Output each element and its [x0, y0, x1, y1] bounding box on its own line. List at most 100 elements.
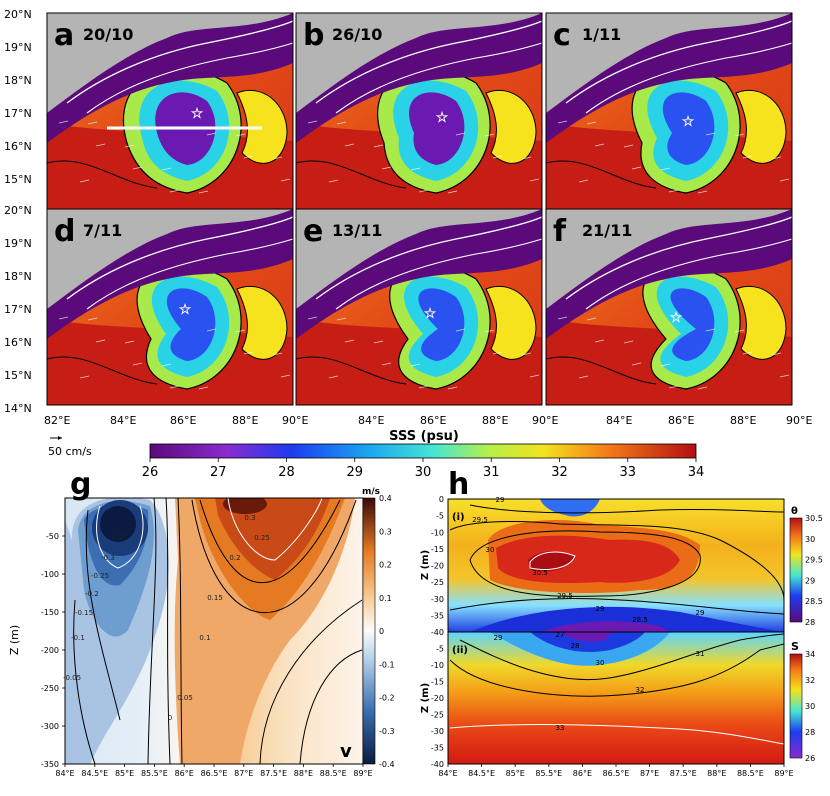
- velocity-vector: [660, 363, 671, 367]
- lon-tick: 82°E: [44, 414, 70, 427]
- velocity-vector: [272, 352, 283, 356]
- front-contour: [545, 356, 657, 385]
- contour: [191, 499, 357, 613]
- velocity-vector: [455, 328, 466, 332]
- contour-label: 0.2: [229, 554, 240, 562]
- white-contour: [86, 42, 294, 114]
- panel-letter: d: [54, 214, 75, 249]
- colorbar-tick: 31: [483, 465, 500, 480]
- velocity-vector: [455, 132, 466, 136]
- velocity-vector: [529, 178, 540, 182]
- velocity-vector: [124, 340, 135, 344]
- lon-tick: 86°E: [170, 414, 196, 427]
- colorbar-tick: 28: [278, 465, 295, 480]
- velocity-vector: [58, 120, 69, 124]
- land-mask: [546, 13, 792, 113]
- cool-bottom: [540, 621, 670, 632]
- velocity-vector: [447, 386, 458, 390]
- velocity-vector: [235, 133, 246, 137]
- lon-tick: 86°E: [668, 414, 694, 427]
- velocity-vector: [492, 155, 503, 159]
- x-tick: 88.5°E: [737, 769, 764, 778]
- y-tick: -250: [41, 684, 59, 693]
- panel-h-ii-colorbar: [789, 653, 803, 759]
- negative-v-core: [100, 506, 136, 542]
- land-mask: [296, 209, 542, 309]
- panel-g-unit: m/s: [362, 487, 380, 497]
- front-contour: [295, 356, 407, 385]
- x-tick: 87°E: [640, 769, 659, 778]
- sss-panel-a: ☆ a 20/10: [46, 12, 294, 210]
- velocity-vector: [161, 167, 172, 171]
- colorbar-tick: -0.3: [379, 727, 395, 736]
- y-tick: -10: [431, 528, 444, 537]
- contour: [85, 509, 121, 721]
- eddy-core: [670, 288, 715, 361]
- velocity-vector: [418, 385, 429, 389]
- eddy-core: [662, 92, 715, 165]
- contour: [469, 504, 784, 514]
- panel-h-y-label-i: Z (m): [420, 550, 431, 580]
- warm-eddy: [236, 285, 288, 360]
- contour-white: [96, 505, 144, 569]
- velocity-vector: [705, 328, 716, 332]
- panel-g-y-label: Z (m): [8, 625, 21, 655]
- lon-tick: 84°E: [110, 414, 136, 427]
- x-tick: 85°E: [115, 769, 134, 778]
- colorbar-tick: 28.5: [805, 597, 823, 606]
- contour: [177, 498, 183, 764]
- velocity-vector: [484, 329, 495, 333]
- x-tick: 86.5°E: [201, 769, 228, 778]
- panel-letter: a: [54, 18, 74, 53]
- lat-tick: 16°N: [4, 336, 32, 349]
- colorbar-tick: 26: [805, 754, 815, 763]
- contour: [199, 499, 341, 583]
- velocity-vector: [336, 317, 347, 321]
- velocity-vector: [594, 339, 605, 343]
- contour-label: 30: [486, 546, 495, 554]
- velocity-vector: [307, 120, 318, 124]
- lat-axis: 20°N 19°N 18°N 17°N 16°N 15°N 20°N 19°N …: [4, 8, 32, 415]
- contour-label: 28.5: [632, 616, 648, 624]
- vector-scale: 50 cm/s: [48, 436, 92, 458]
- velocity-vector: [742, 351, 753, 355]
- lon-tick: 84°E: [606, 414, 632, 427]
- contour: [299, 649, 363, 764]
- x-tick: 84°E: [438, 769, 457, 778]
- lon-tick: 84°E: [358, 414, 384, 427]
- land-mask: [47, 209, 293, 309]
- velocity-vector: [243, 351, 254, 355]
- lon-tick: 88°E: [482, 414, 508, 427]
- eddy-star-icon: ☆: [191, 106, 204, 122]
- velocity-vector: [779, 178, 790, 182]
- contour-label: 29.5: [472, 516, 488, 524]
- x-tick: 89°E: [774, 769, 793, 778]
- zero-contour: [165, 498, 171, 764]
- contour-label: 28: [571, 642, 580, 650]
- lat-tick: 15°N: [4, 369, 32, 382]
- velocity-vector: [79, 179, 90, 183]
- y-tick: -15: [431, 545, 444, 554]
- lon-tick: 86°E: [420, 414, 446, 427]
- panel-letter: e: [303, 214, 323, 249]
- eddy-star-icon: ☆: [179, 302, 192, 318]
- panel-h-letter: h: [448, 467, 469, 502]
- y-tick: -5: [436, 645, 444, 654]
- panel-g-colorbar: [362, 497, 376, 765]
- lon-tick: 90°E: [282, 414, 308, 427]
- sss-panel-e: ☆ e 13/11: [295, 208, 543, 406]
- lon-tick: 90°E: [786, 414, 812, 427]
- velocity-vector: [373, 144, 384, 148]
- x-tick: 85.5°E: [141, 769, 168, 778]
- y-tick: -10: [431, 661, 444, 670]
- contour-label: -0.3: [101, 554, 115, 562]
- warm-eddy: [485, 285, 537, 360]
- velocity-vector: [734, 133, 745, 137]
- contour-white: [449, 724, 784, 745]
- colorbar-tick: 29: [805, 576, 815, 585]
- y-tick: -150: [41, 608, 59, 617]
- x-tick: 86°E: [573, 769, 592, 778]
- x-tick: 85.5°E: [535, 769, 562, 778]
- contour: [459, 633, 784, 680]
- panel-frame: [545, 208, 793, 406]
